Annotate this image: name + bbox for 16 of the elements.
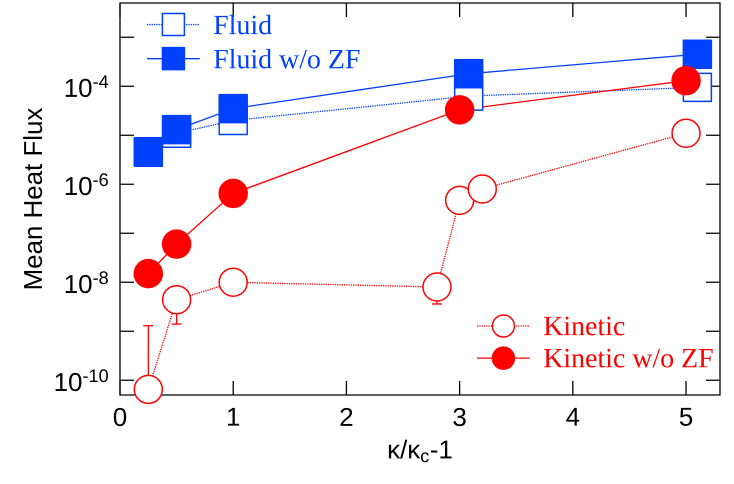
legend-label: Kinetic w/o ZF xyxy=(544,348,713,368)
x-tick-label: 0 xyxy=(114,408,126,426)
y-tick-label: 10$^{-4}$ xyxy=(66,75,108,98)
x-axis-title: κ/κ$_{c}$-1 xyxy=(388,440,452,462)
x-tick-label: 5 xyxy=(680,408,692,426)
x-tick-label: 3 xyxy=(453,408,466,426)
y-tick-label: 10$^{-8}$ xyxy=(66,271,108,294)
y-tick-label: 10$^{-6}$ xyxy=(66,173,108,196)
legend-label: Fluid xyxy=(214,14,272,34)
y-axis-title: Mean Heat Flux xyxy=(23,108,42,288)
x-tick-label: 2 xyxy=(340,408,352,426)
y-tick-label: 10$^{-10}$ xyxy=(56,369,108,392)
x-tick-label: 4 xyxy=(566,408,580,426)
legend-label: Fluid w/o ZF xyxy=(214,48,360,68)
legend-label: Kinetic xyxy=(544,316,624,336)
x-tick-label: 1 xyxy=(228,408,240,426)
